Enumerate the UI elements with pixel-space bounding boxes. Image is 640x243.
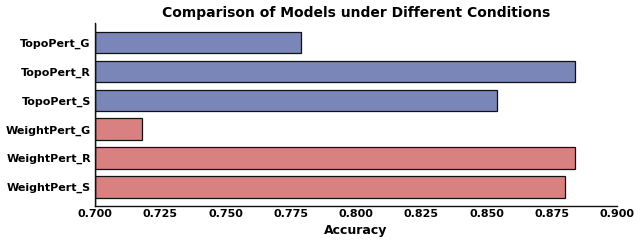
- Bar: [95, 118, 142, 140]
- Bar: [95, 61, 575, 82]
- Title: Comparison of Models under Different Conditions: Comparison of Models under Different Con…: [162, 6, 550, 19]
- Bar: [95, 176, 564, 198]
- Bar: [95, 89, 497, 111]
- X-axis label: Accuracy: Accuracy: [324, 225, 388, 237]
- Bar: [95, 32, 301, 53]
- Bar: [95, 147, 575, 169]
